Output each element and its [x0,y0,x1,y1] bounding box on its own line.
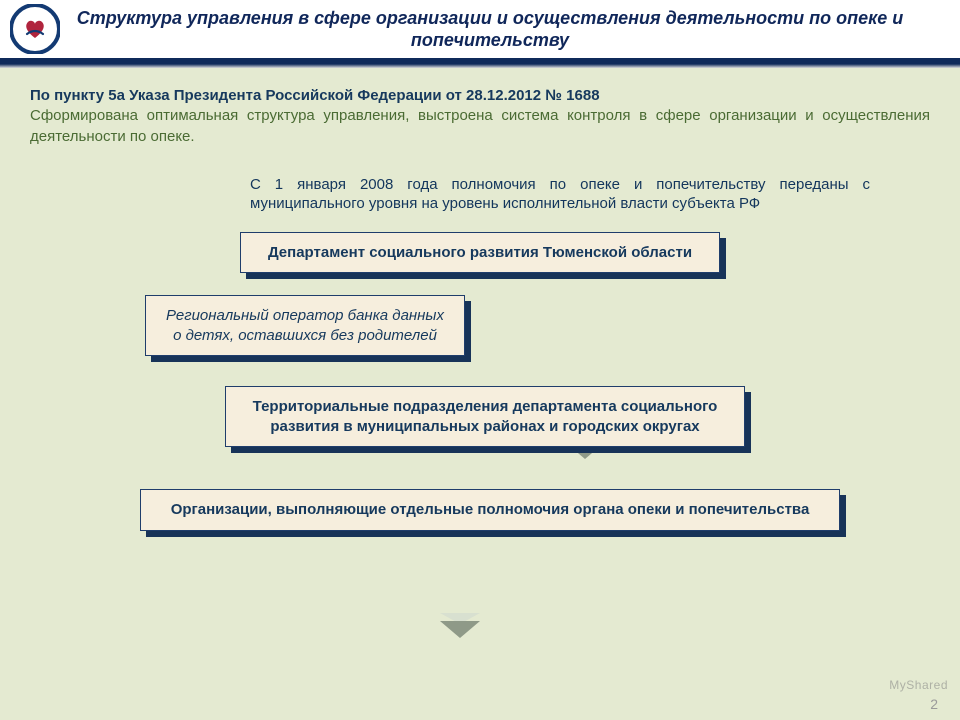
header-stripe [0,58,960,68]
box-label: Организации, выполняющие отдельные полно… [140,489,840,531]
intro-paragraph: По пункту 5а Указа Президента Российской… [30,86,930,147]
header: Структура управления в сфере организации… [0,0,960,58]
down-arrow-icon [435,610,485,640]
org-box-organizations: Организации, выполняющие отдельные полно… [140,489,840,531]
page-title: Структура управления в сфере организации… [70,7,950,52]
box-label: Региональный оператор банка данных о дет… [145,295,465,356]
org-box-regional-operator: Региональный оператор банка данных о дет… [145,295,465,356]
intro-line-2: Сформирована оптимальная структура управ… [30,106,930,147]
box-label: Департамент социального развития Тюменск… [240,232,720,274]
page-number: 2 [930,696,938,712]
content-area: По пункту 5а Указа Президента Российской… [0,68,960,720]
intro-line-1: По пункту 5а Указа Президента Российской… [30,86,930,106]
logo-emblem [10,4,60,54]
org-box-department: Департамент социального развития Тюменск… [240,232,720,274]
org-box-territorial: Территориальные подразделения департамен… [225,386,745,447]
watermark: MyShared [889,678,948,692]
box-label: Территориальные подразделения департамен… [225,386,745,447]
sub-paragraph: С 1 января 2008 года полномочия по опеке… [250,175,870,214]
